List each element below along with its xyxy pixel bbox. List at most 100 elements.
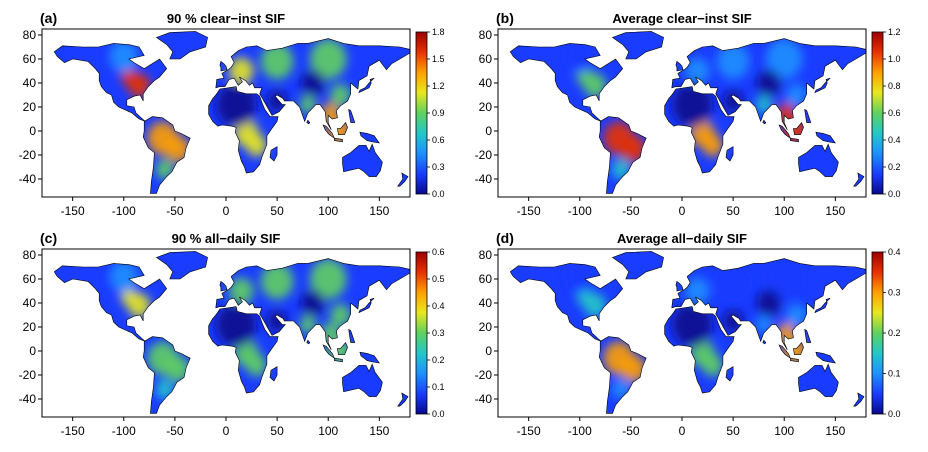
colorbar-tick-label: 1.0 [888, 54, 901, 64]
coastline-philippines [348, 328, 356, 343]
colorbar-tick-label: 0.1 [888, 369, 901, 379]
x-tick-label: -100 [568, 424, 592, 438]
x-tick-label: 0 [679, 424, 686, 438]
sif-region-india [299, 95, 316, 114]
colorbar-tick-label: 0.2 [432, 355, 445, 365]
sif-region-amazon [621, 355, 647, 383]
sif-region-china [786, 303, 807, 327]
x-tick-label: -150 [517, 204, 541, 218]
colorbar-tick-label: 0.4 [432, 301, 445, 311]
panel-title: 90 % all−daily SIF [172, 231, 281, 246]
coastline-north_america [53, 43, 168, 122]
colorbar [415, 31, 428, 195]
colorbar-tick-label: 1.2 [432, 81, 445, 91]
coastline-greenland [155, 31, 208, 60]
sif-region-desert [722, 309, 744, 333]
coastline-eurasia [215, 38, 411, 130]
colorbar-tick-label: 0.3 [432, 162, 445, 172]
y-tick-label: 80 [23, 248, 37, 262]
sif-region-russia [309, 38, 347, 80]
colorbar-tick-label: 0.3 [432, 328, 445, 338]
sif-region-russia [309, 258, 347, 300]
x-tick-label: 100 [318, 424, 338, 438]
colorbar-tick-label: 0.6 [432, 135, 445, 145]
coastline-eurasia [215, 258, 411, 350]
coastline-newguinea [359, 131, 380, 144]
coastline-africa [664, 306, 735, 394]
coastline-eurasia [671, 38, 867, 130]
sif-region-india [755, 95, 772, 114]
coastline-java [790, 137, 799, 143]
x-tick-label: 100 [318, 204, 338, 218]
coastline-newguinea [359, 351, 380, 364]
coastline-srilanka [306, 339, 311, 345]
sif-region-europe [229, 277, 254, 305]
sif-region-desert [756, 289, 782, 317]
map-panel: -150 -100 -50 0 50 100 150 80 60 40 20 0 -20 -40 (a) 90… [19, 10, 445, 218]
y-tick-label: 0 [485, 124, 492, 138]
map-panel: -150 -100 -50 0 50 100 150 80 60 40 20 0 -20 -40 (d) Av… [475, 230, 901, 438]
sif-region-se_asia [326, 117, 351, 145]
sif-region-india [755, 315, 772, 334]
colorbar-tick-label: 1.5 [432, 54, 445, 64]
sif-region-africa_c [246, 354, 267, 377]
x-tick-label: -100 [112, 204, 136, 218]
sif-region-china [330, 303, 351, 327]
x-tick-label: 50 [726, 204, 740, 218]
coastline-uk [219, 60, 228, 72]
sif-region-canada_n [109, 260, 139, 293]
sif-region-amazon [165, 135, 191, 163]
sif-region-desert [266, 309, 288, 333]
coastline-borneo [793, 342, 804, 355]
panel-title: Average clear−inst SIF [612, 11, 751, 26]
sif-region-us_east [120, 68, 138, 86]
y-tick-label: -20 [19, 368, 37, 382]
sif-region-china [786, 83, 807, 107]
x-tick-label: -50 [166, 204, 184, 218]
colorbar-tick-label: 1.8 [432, 27, 445, 37]
y-tick-label: -20 [475, 148, 493, 162]
x-tick-label: 0 [223, 424, 230, 438]
coastline-uk [219, 280, 228, 292]
y-tick-label: -40 [475, 392, 493, 406]
panel-title: Average all−daily SIF [617, 231, 747, 246]
panel-letter: (d) [496, 230, 514, 246]
sif-region-russia [260, 263, 294, 300]
map-panel: -150 -100 -50 0 50 100 150 80 60 40 20 0 -20 -40 (c) 90… [19, 230, 445, 438]
coastline-newzealand [853, 172, 865, 187]
y-tick-label: -20 [19, 148, 37, 162]
colorbar-tick-label: 0.4 [888, 247, 901, 257]
coastline-south_america [598, 336, 647, 414]
coastline-africa [208, 86, 279, 174]
sif-region-canada_n [109, 40, 139, 73]
y-tick-label: 60 [23, 52, 37, 66]
y-tick-label: -20 [475, 368, 493, 382]
x-tick-label: 0 [223, 204, 230, 218]
sif-region-argentina [611, 379, 630, 400]
y-tick-label: -40 [19, 392, 37, 406]
y-tick-label: 80 [479, 248, 493, 262]
coastline-africa [664, 86, 735, 174]
x-tick-label: 150 [825, 424, 845, 438]
y-tick-label: 40 [23, 76, 37, 90]
x-tick-label: 150 [369, 424, 389, 438]
coastline-philippines [804, 328, 812, 343]
sif-region-canada_n [565, 260, 595, 293]
coastline-eurasia [671, 258, 867, 350]
y-tick-label: -40 [19, 172, 37, 186]
coastline-north_america [53, 263, 168, 342]
sif-region-us_east [120, 288, 138, 306]
land-fill [54, 31, 410, 194]
colorbar [871, 31, 884, 195]
colorbar-tick-label: 0.0 [888, 409, 901, 419]
coastline-north_america [509, 43, 624, 122]
coastline-borneo [793, 122, 804, 135]
coastline-madagascar [725, 146, 734, 162]
sif-region-russia [716, 43, 750, 80]
coastline-australia [798, 143, 839, 177]
sif-field [109, 258, 380, 400]
colorbar-tick-label: 0.6 [432, 247, 445, 257]
coastline-srilanka [762, 339, 767, 345]
sif-region-europe [685, 277, 710, 305]
